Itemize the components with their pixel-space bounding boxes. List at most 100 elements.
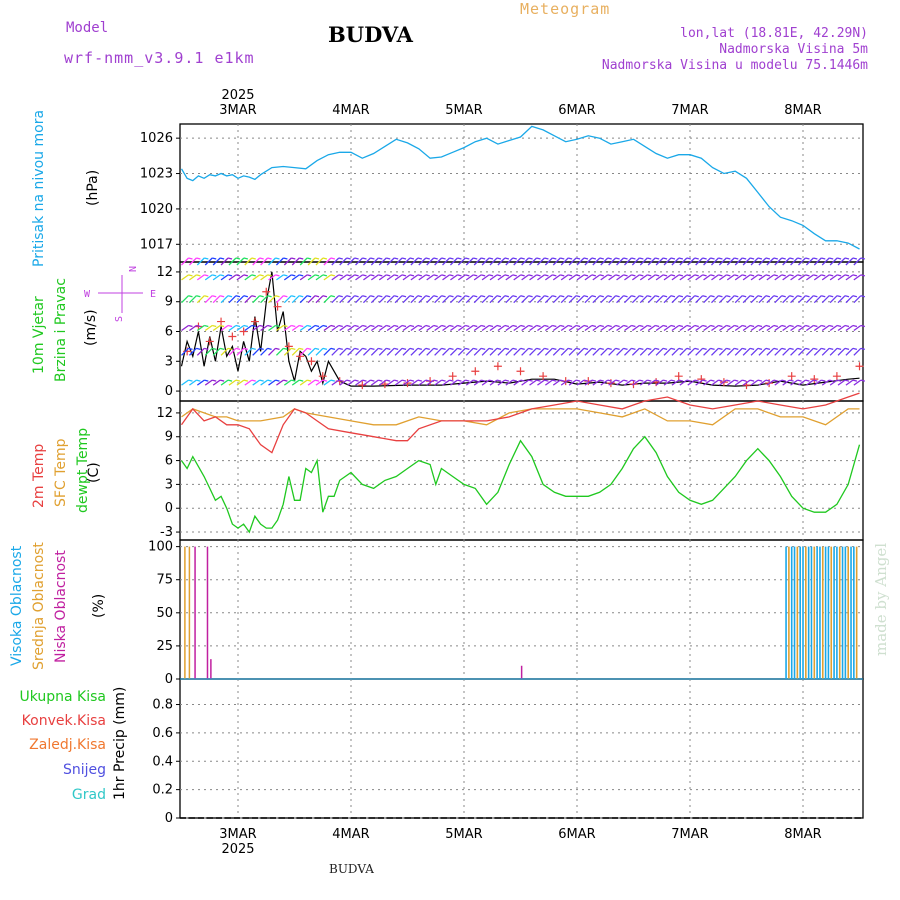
wind-barb (315, 257, 328, 266)
wind-barb (418, 257, 430, 266)
wind-barb (220, 379, 233, 386)
y-tick-label: 3 (165, 354, 173, 369)
gust-marker (832, 372, 841, 381)
wind-barb (671, 274, 684, 281)
wind-barb (252, 379, 264, 386)
gust-marker (810, 375, 819, 384)
wind-barb (679, 379, 691, 386)
wind-barb (268, 324, 280, 332)
wind-barb (592, 324, 604, 332)
wind-barb (679, 324, 691, 332)
wind-barb (695, 379, 707, 386)
wind-barb (276, 379, 288, 386)
wind-barb (718, 295, 731, 304)
wind-barb (426, 295, 438, 304)
bottom-day-label: 3MAR (219, 827, 256, 842)
wind-barb (521, 257, 533, 266)
wind-barb (679, 295, 691, 304)
wind-barb (608, 347, 620, 356)
wind-barb (798, 379, 810, 386)
wind-barb (758, 257, 771, 266)
gust-marker (493, 362, 502, 371)
wind-barb (299, 379, 312, 386)
wind-barb (631, 324, 644, 332)
wind-barb (497, 274, 510, 281)
wind-barb (489, 347, 502, 356)
wind-barb (663, 257, 676, 266)
top-day-label: 8MAR (784, 103, 821, 118)
y-tick-label: 0.4 (152, 754, 173, 769)
wind-barb (228, 274, 241, 281)
wind-barb (473, 324, 486, 332)
wind-barb (402, 379, 415, 386)
wind-barb (624, 347, 636, 356)
y-tick-label: 50 (156, 606, 173, 621)
wind-barb (347, 274, 359, 281)
wind-barb (529, 379, 541, 386)
wind-barb (521, 379, 533, 386)
wind-barb (813, 379, 826, 386)
wind-barb (450, 324, 462, 332)
wind-barb (347, 257, 359, 266)
wind-barb (853, 379, 866, 386)
gust-marker (787, 372, 796, 381)
wind-barb (734, 324, 747, 332)
wind-barb (537, 324, 549, 332)
wind-barb (252, 324, 264, 332)
model-altitude-label: Nadmorska Visina u modelu 75.1446m (601, 58, 868, 73)
wind-barb (568, 379, 581, 386)
wind-barb (275, 347, 288, 356)
wind-barb (853, 274, 866, 281)
wind-barb (813, 274, 826, 281)
wind-barb (679, 257, 691, 266)
wind-barb (774, 274, 786, 281)
wind-barb (442, 324, 454, 332)
wind-barb (363, 324, 375, 332)
bottom-day-label: 6MAR (558, 827, 595, 842)
wind-barb (457, 347, 470, 356)
pressure-line (180, 125, 860, 250)
y-tick-label: 0 (165, 384, 173, 399)
wind-barb (378, 379, 391, 386)
temp-ylabel-2: SFC Temp (53, 438, 69, 507)
wind-barb (782, 257, 794, 266)
wind-barb (631, 295, 644, 304)
wind-barb (845, 274, 858, 281)
wind-barb (734, 274, 747, 281)
wind-barb (742, 257, 755, 266)
wind-barb (805, 257, 818, 266)
wind-barb (378, 295, 391, 304)
wind-barb (465, 274, 478, 281)
wind-barb (465, 347, 478, 356)
wind-barb (347, 324, 359, 332)
wind-barb (434, 295, 446, 304)
wind-barb (355, 257, 367, 266)
wind-barb (734, 379, 747, 386)
bottom-day-label: 4MAR (332, 827, 369, 842)
gust-marker (855, 362, 864, 371)
wind-barb (521, 274, 533, 281)
wind-barb (276, 274, 288, 281)
wind-barb (307, 295, 320, 304)
wind-barb (845, 379, 858, 386)
wind-barb (837, 257, 850, 266)
wind-barb (315, 347, 328, 356)
wind-barb (307, 347, 320, 356)
wind-barb (655, 295, 668, 304)
wind-barb (473, 257, 486, 266)
wind-barb (339, 347, 351, 356)
gust-marker (284, 342, 293, 351)
wind-barb (331, 347, 343, 356)
wind-barb (837, 347, 850, 356)
wind-barb (600, 347, 612, 356)
wind-barb (402, 347, 415, 356)
top-day-label: 6MAR (558, 103, 595, 118)
wind-barb (410, 324, 423, 332)
wind-barb (766, 257, 778, 266)
gust-marker (448, 372, 457, 381)
panel-frame-cloud (179, 539, 864, 680)
wind-barb (363, 379, 375, 386)
wind-barb (679, 274, 691, 281)
wind-barb (489, 324, 502, 332)
